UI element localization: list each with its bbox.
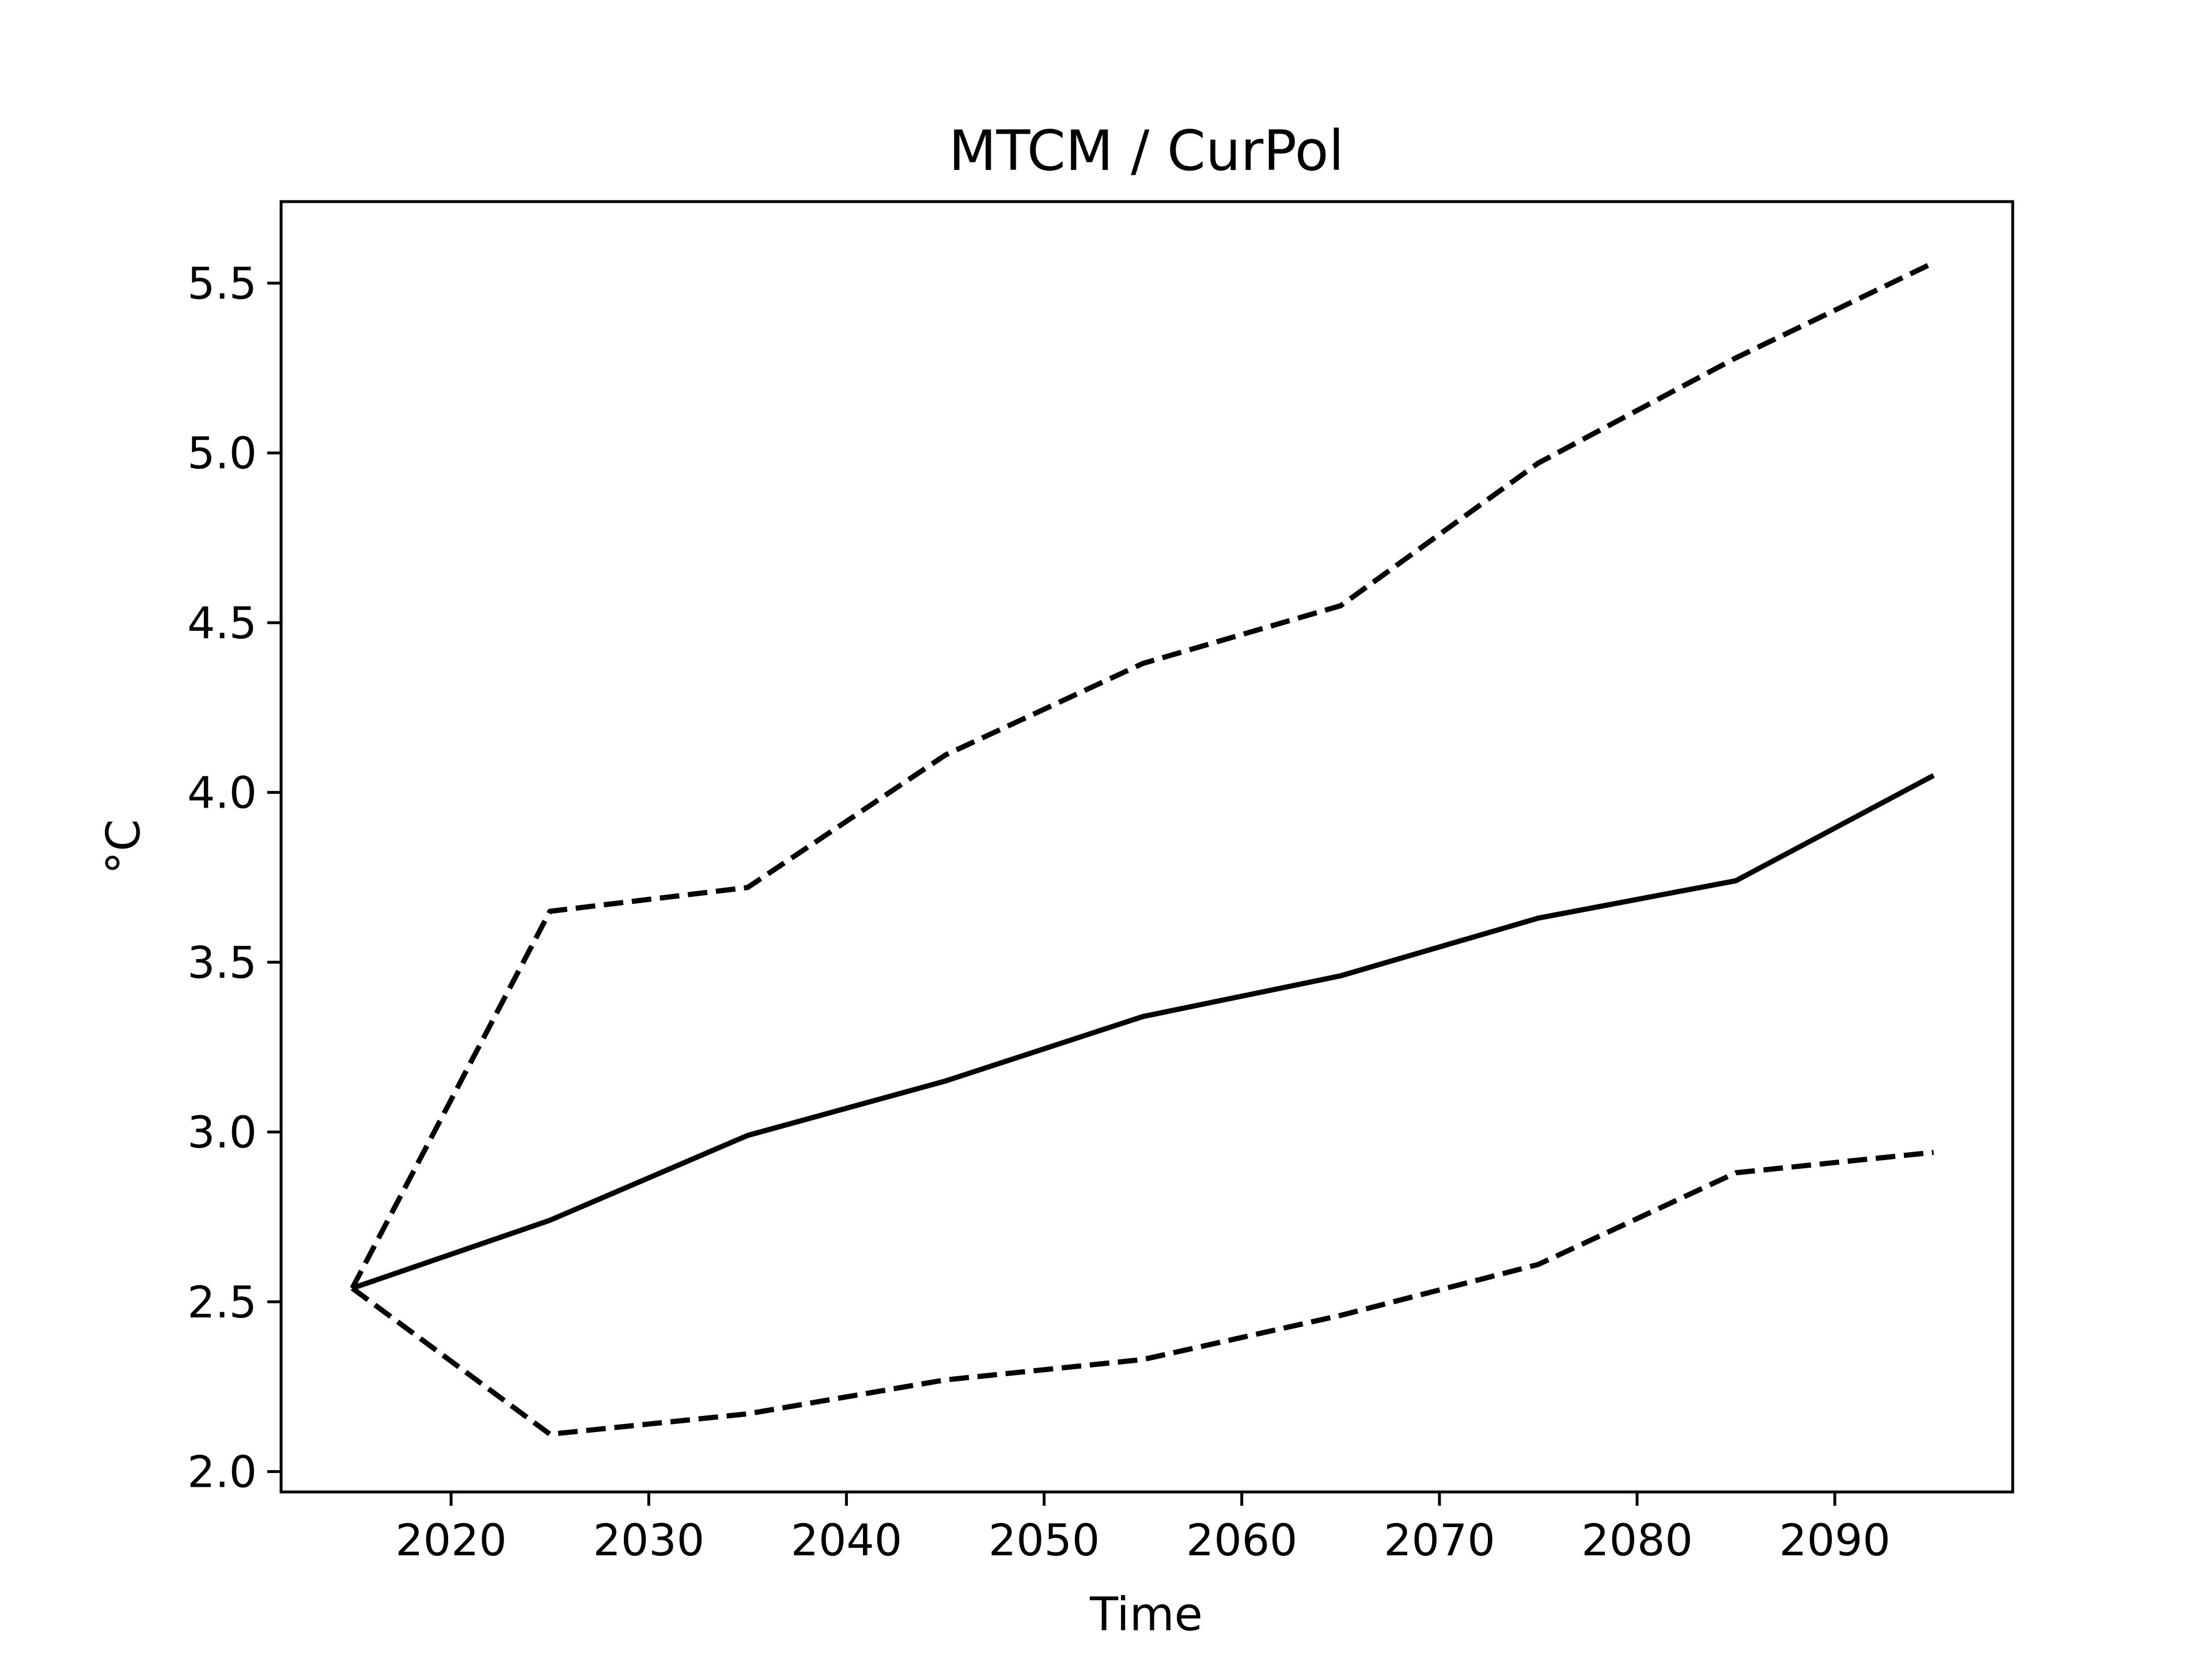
lower-bound-line bbox=[350, 1150, 1934, 1437]
y-tick-label: 4.5 bbox=[187, 597, 257, 649]
chart-title: MTCM / CurPol bbox=[949, 119, 1344, 183]
x-tick-label: 2030 bbox=[593, 1514, 704, 1566]
y-tick-label: 2.0 bbox=[187, 1446, 257, 1498]
x-tick-label: 2040 bbox=[791, 1514, 902, 1566]
y-tick-label: 5.0 bbox=[187, 427, 257, 479]
x-tick-label: 2020 bbox=[395, 1514, 506, 1566]
upper-bound-line bbox=[350, 260, 1935, 1290]
plot-area-frame bbox=[279, 200, 2014, 1494]
x-axis-title: Time bbox=[1089, 1588, 1203, 1641]
y-tick-label: 2.5 bbox=[187, 1277, 257, 1328]
x-tick-label: 2080 bbox=[1581, 1514, 1692, 1566]
y-axis-title: °C bbox=[97, 819, 150, 874]
y-tick-label: 3.0 bbox=[187, 1107, 257, 1158]
y-tick-label: 3.5 bbox=[187, 937, 257, 988]
y-tick-label: 5.5 bbox=[187, 257, 257, 309]
x-axis: 2020 2030 2040 2050 2060 2070 2080 2090 bbox=[395, 1492, 1891, 1566]
y-axis: 2.0 2.5 3.0 3.5 4.0 4.5 5.0 5.5 bbox=[187, 257, 281, 1498]
central-estimate-line bbox=[351, 773, 1935, 1291]
y-tick-label: 4.0 bbox=[187, 767, 257, 819]
x-tick-label: 2070 bbox=[1384, 1514, 1495, 1566]
x-tick-label: 2090 bbox=[1779, 1514, 1890, 1566]
x-tick-label: 2050 bbox=[988, 1514, 1100, 1566]
x-tick-label: 2060 bbox=[1186, 1514, 1297, 1566]
series-layer bbox=[350, 260, 1935, 1437]
